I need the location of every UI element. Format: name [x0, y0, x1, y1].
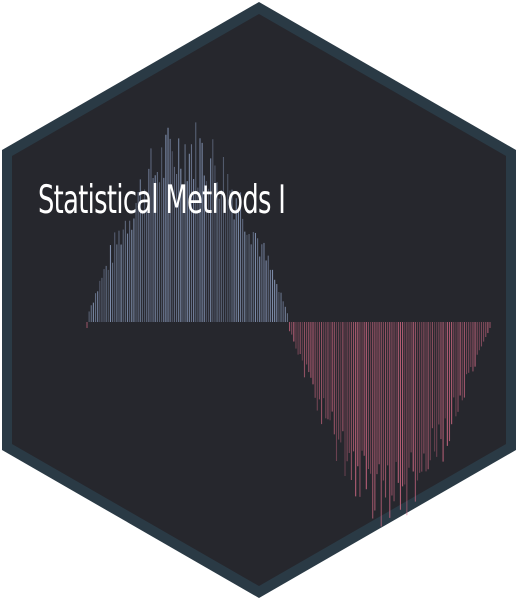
sine-wave-bars	[86, 122, 491, 527]
logo-title: Statistical Methods I	[38, 178, 286, 223]
hexagon-background	[12, 14, 506, 586]
